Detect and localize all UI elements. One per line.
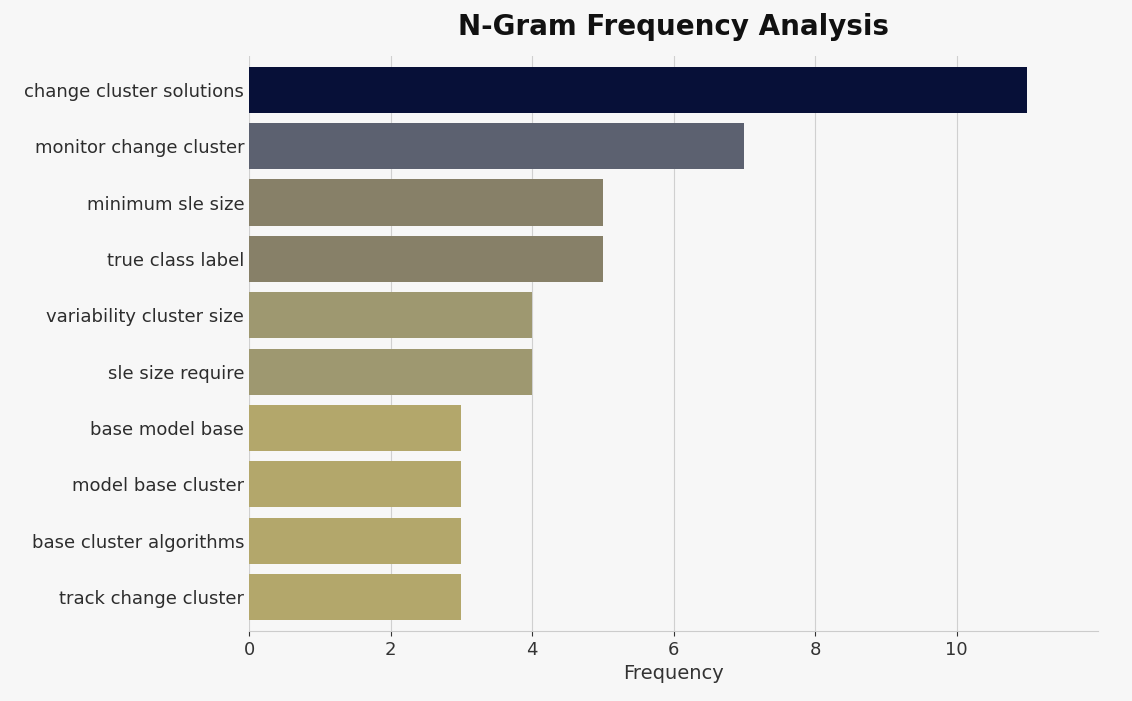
Bar: [249, 517, 462, 564]
Bar: [249, 292, 532, 339]
Bar: [249, 123, 745, 170]
Bar: [249, 236, 602, 282]
Bar: [249, 574, 462, 620]
Bar: [249, 67, 1028, 113]
X-axis label: Frequency: Frequency: [623, 664, 724, 683]
Title: N-Gram Frequency Analysis: N-Gram Frequency Analysis: [458, 13, 889, 41]
Bar: [249, 405, 462, 451]
Bar: [249, 348, 532, 395]
Bar: [249, 179, 602, 226]
Bar: [249, 461, 462, 508]
